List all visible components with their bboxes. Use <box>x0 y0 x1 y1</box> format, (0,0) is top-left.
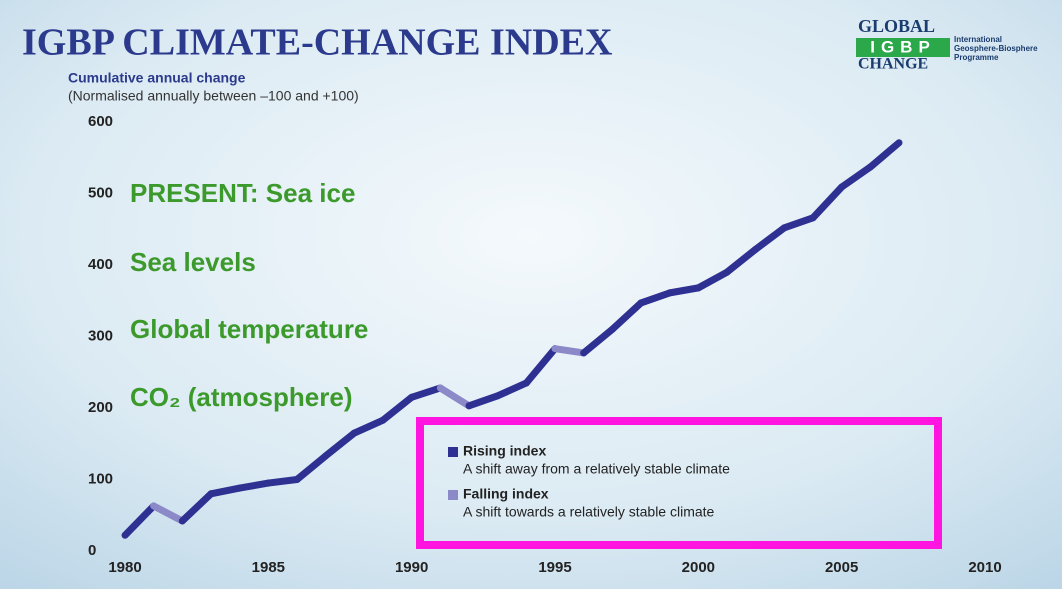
line-segment <box>809 183 846 222</box>
legend: Rising index A shift away from a relativ… <box>448 443 730 520</box>
line-segment <box>608 299 645 333</box>
logo-top: GLOBAL <box>858 16 935 36</box>
line-segment <box>494 379 530 400</box>
line-segment <box>379 393 416 424</box>
y-tick-label: 100 <box>88 470 113 487</box>
line-segment <box>580 325 616 357</box>
line-segment <box>350 416 387 437</box>
x-tick-label: 1995 <box>538 559 571 576</box>
line-segment <box>838 163 874 191</box>
y-tick-label: 200 <box>88 399 113 416</box>
logo-side: Programme <box>954 53 999 62</box>
legend-description: A shift away from a relatively stable cl… <box>463 461 730 477</box>
annotation: PRESENT: Sea ice <box>130 178 355 208</box>
line-segment <box>408 384 444 401</box>
annotation: CO₂ (atmosphere) <box>130 382 352 412</box>
plot: 0 100 200 300 400 500 600 1980 1985 1990 1995 2000 2… <box>88 113 1002 576</box>
y-tick-label: 500 <box>88 184 113 201</box>
line-segment <box>178 490 215 525</box>
line-segment <box>322 429 358 460</box>
line-segment <box>723 245 760 276</box>
chart-title: IGBP CLIMATE-CHANGE INDEX <box>22 22 612 64</box>
line-segment <box>436 384 473 410</box>
line-segment <box>522 345 559 387</box>
annotation: Global temperature <box>130 314 368 344</box>
y-tick-label: 400 <box>88 256 113 273</box>
legend-label: Falling index <box>463 486 549 502</box>
line-segment <box>780 214 817 232</box>
y-tick-label: 300 <box>88 327 113 344</box>
line-segment <box>666 284 702 297</box>
x-tick-label: 1990 <box>395 559 428 576</box>
legend-swatch <box>448 447 458 457</box>
legend-label: Rising index <box>463 443 546 459</box>
y-tick-label: 0 <box>88 542 96 559</box>
x-tick-label: 2000 <box>682 559 715 576</box>
legend-swatch <box>448 490 458 500</box>
logo-bottom: CHANGE <box>858 56 928 73</box>
line-segment <box>236 479 272 492</box>
subtitle: Cumulative annual change <box>68 70 246 86</box>
line-segment <box>264 476 301 487</box>
line-segment <box>551 345 588 357</box>
y-tick-label: 600 <box>88 113 113 130</box>
x-tick-label: 2010 <box>968 559 1001 576</box>
logo-box <box>856 38 950 57</box>
legend-description: A shift towards a relatively stable clim… <box>463 504 715 520</box>
line-segment <box>293 452 330 483</box>
line-segment <box>694 268 731 292</box>
logo-middle: IGBP <box>870 37 936 56</box>
line-segment <box>752 224 788 253</box>
line-segment <box>637 289 674 307</box>
logo-side: Geosphere-Biosphere <box>954 44 1038 53</box>
x-tick-label: 2005 <box>825 559 858 576</box>
line-segment <box>207 484 244 498</box>
x-tick-label: 1980 <box>108 559 141 576</box>
logo-side: International <box>954 35 1002 44</box>
line-segment <box>465 392 502 410</box>
line-segment <box>150 502 186 525</box>
highlight-box <box>416 417 942 549</box>
logo: GLOBAL IGBP CHANGE International Geosphe… <box>856 16 1038 73</box>
line-segment <box>121 502 158 539</box>
note: (Normalised annually between –100 and +1… <box>68 88 359 104</box>
annotation: Sea levels <box>130 247 256 277</box>
x-tick-label: 1985 <box>252 559 285 576</box>
line-segment <box>866 139 903 171</box>
